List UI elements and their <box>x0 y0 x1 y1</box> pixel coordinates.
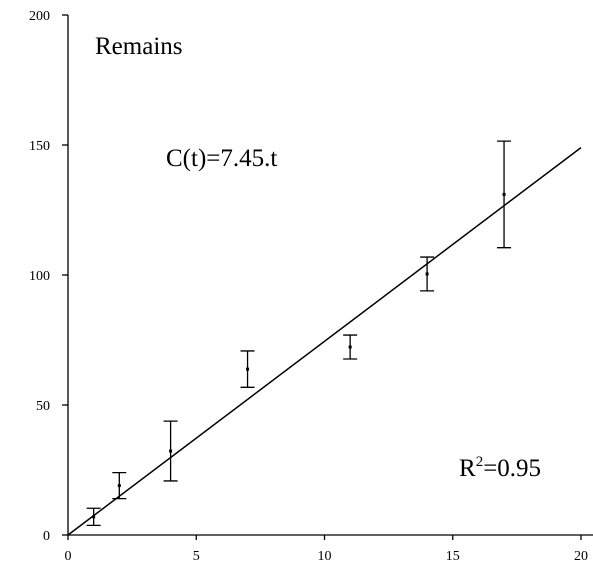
fit-line <box>67 147 582 536</box>
x-tick-label: 5 <box>193 549 200 564</box>
point <box>348 345 352 349</box>
point <box>169 449 173 453</box>
equation: C(t)=7.45.t <box>166 145 277 172</box>
x-tick-label: 20 <box>574 549 588 564</box>
y-tick-label: 150 <box>29 139 50 154</box>
r-squared: R2=0.95 <box>459 454 541 482</box>
point <box>425 272 429 276</box>
chart-title: Remains <box>95 33 183 60</box>
r-squared-sup: 2 <box>476 454 484 470</box>
y-tick-label: 0 <box>43 529 50 544</box>
x-tick-label: 0 <box>65 549 72 564</box>
point <box>502 192 506 196</box>
r-squared-rest: =0.95 <box>483 455 541 482</box>
point <box>92 515 96 519</box>
point <box>117 484 121 488</box>
x-tick-label: 15 <box>446 549 460 564</box>
y-tick-label: 200 <box>29 9 50 24</box>
r-squared-base: R <box>459 455 476 482</box>
point <box>246 367 250 371</box>
x-tick-label: 10 <box>318 549 332 564</box>
y-tick-label: 50 <box>36 399 50 414</box>
y-tick-label: 100 <box>29 269 50 284</box>
